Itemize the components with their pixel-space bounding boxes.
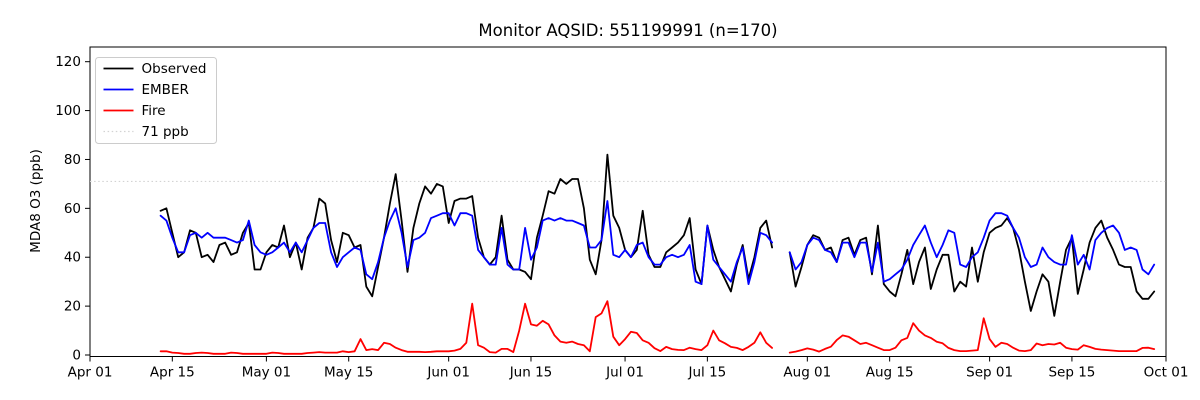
x-axis-tick-label: Apr 01	[68, 365, 113, 381]
x-axis-tick-label: Apr 15	[150, 365, 195, 381]
fire-line	[159, 300, 1156, 355]
x-axis-tick-label: Jul 01	[605, 365, 644, 381]
y-axis-tick-label: 0	[72, 348, 81, 364]
x-axis-tick-label: Oct 01	[1144, 365, 1189, 381]
legend-box	[95, 57, 217, 144]
legend-label: Observed	[142, 61, 207, 77]
x-axis-tick-label: Sep 01	[966, 365, 1013, 381]
x-axis-tick-label: Jun 15	[509, 365, 553, 381]
legend: Observed EMBER Fire 71 ppb	[95, 57, 217, 144]
x-axis-tick-label: May 01	[242, 365, 291, 381]
x-axis-tick-label: Jul 15	[687, 365, 726, 381]
observed-line	[159, 153, 1156, 317]
x-axis-tick-label: May 15	[324, 365, 373, 381]
legend-label: 71 ppb	[142, 124, 189, 140]
y-axis-tick-label: 80	[64, 152, 81, 168]
series-layer	[159, 153, 1156, 355]
y-axis-tick-label: 60	[64, 201, 81, 217]
y-axis-tick-label: 40	[64, 250, 81, 266]
y-axis-tick-label: 100	[55, 103, 81, 119]
legend-label: EMBER	[142, 82, 189, 98]
x-axis-tick-label: Sep 15	[1048, 365, 1095, 381]
y-axis-tick-label: 120	[55, 54, 81, 70]
plot-area	[89, 46, 1167, 357]
y-axis-label: MDA8 O3 (ppb)	[28, 149, 44, 253]
y-axis-tick-label: 20	[64, 299, 81, 315]
x-axis-tick-label: Aug 15	[866, 365, 914, 381]
legend-label: Fire	[142, 103, 166, 119]
ember-line	[159, 200, 1156, 285]
chart-title: Monitor AQSID: 551199991 (n=170)	[478, 21, 777, 40]
x-axis-tick-label: Jun 01	[426, 365, 470, 381]
axes: 0 20 40 60 80 100 120 Apr 01 Apr 15 May 01 May 15 J…	[55, 46, 1189, 381]
x-axis-tick-label: Aug 01	[783, 365, 831, 381]
